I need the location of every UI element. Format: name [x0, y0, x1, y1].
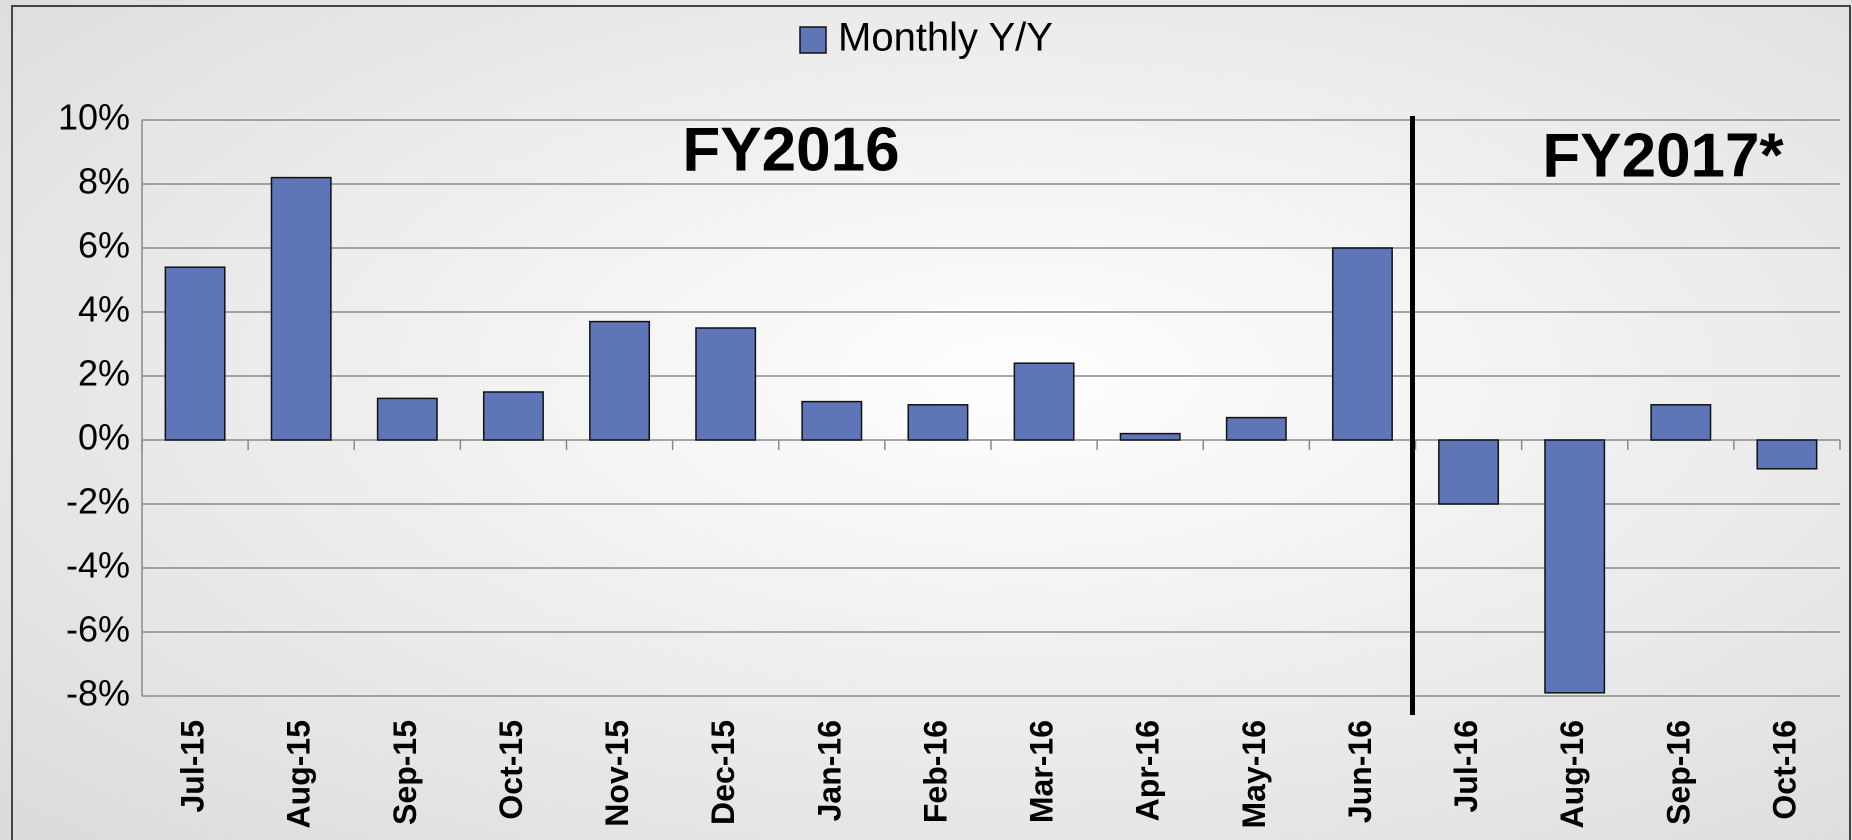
- bar: [1544, 439, 1606, 694]
- bar: [270, 176, 332, 441]
- x-tick-label: Oct-15: [493, 720, 529, 820]
- bar: [1225, 416, 1287, 441]
- bar: [801, 400, 863, 441]
- x-tick-label: May-16: [1236, 720, 1272, 829]
- bar: [695, 327, 757, 441]
- y-tick-label: -2%: [66, 481, 130, 522]
- legend-swatch: [799, 26, 827, 54]
- bar: [1013, 362, 1075, 441]
- y-tick-label: 6%: [78, 225, 130, 266]
- y-tick-label: 2%: [78, 353, 130, 394]
- bar: [589, 320, 651, 441]
- bar: [907, 404, 969, 441]
- x-tick-label: Nov-15: [599, 720, 635, 827]
- bar: [1650, 404, 1712, 441]
- y-tick-label: -4%: [66, 545, 130, 586]
- y-tick-label: 8%: [78, 161, 130, 202]
- x-tick-label: Mar-16: [1024, 720, 1060, 823]
- frame: [11, 5, 1851, 840]
- bar: [1331, 247, 1393, 441]
- x-tick-label: Jun-16: [1342, 720, 1378, 823]
- x-tick-label: Dec-15: [705, 720, 741, 825]
- x-tick-label: Sep-16: [1660, 720, 1696, 825]
- legend-label: Monthly Y/Y: [838, 16, 1053, 60]
- bar: [482, 391, 544, 441]
- bar: [1756, 439, 1818, 470]
- y-tick-label: 10%: [58, 97, 130, 138]
- y-tick-label: 4%: [78, 289, 130, 330]
- annotation: FY2017*: [1542, 121, 1784, 190]
- x-tick-label: Apr-16: [1130, 720, 1166, 821]
- x-tick-label: Sep-15: [387, 720, 423, 825]
- x-tick-label: Jul-16: [1448, 720, 1484, 812]
- bar: [376, 397, 438, 441]
- x-tick-label: Jul-15: [175, 720, 211, 812]
- x-tick-label: Aug-15: [281, 720, 317, 828]
- bar: [1119, 432, 1181, 441]
- annotation: FY2016: [682, 115, 899, 184]
- bar: [1438, 439, 1500, 505]
- y-tick-label: 0%: [78, 417, 130, 458]
- x-tick-label: Aug-16: [1554, 720, 1590, 828]
- x-tick-label: Oct-16: [1766, 720, 1802, 820]
- y-tick-label: -6%: [66, 609, 130, 650]
- y-tick-label: -8%: [66, 673, 130, 714]
- bar: [164, 266, 226, 441]
- x-tick-label: Jan-16: [811, 720, 847, 821]
- x-tick-label: Feb-16: [917, 720, 953, 823]
